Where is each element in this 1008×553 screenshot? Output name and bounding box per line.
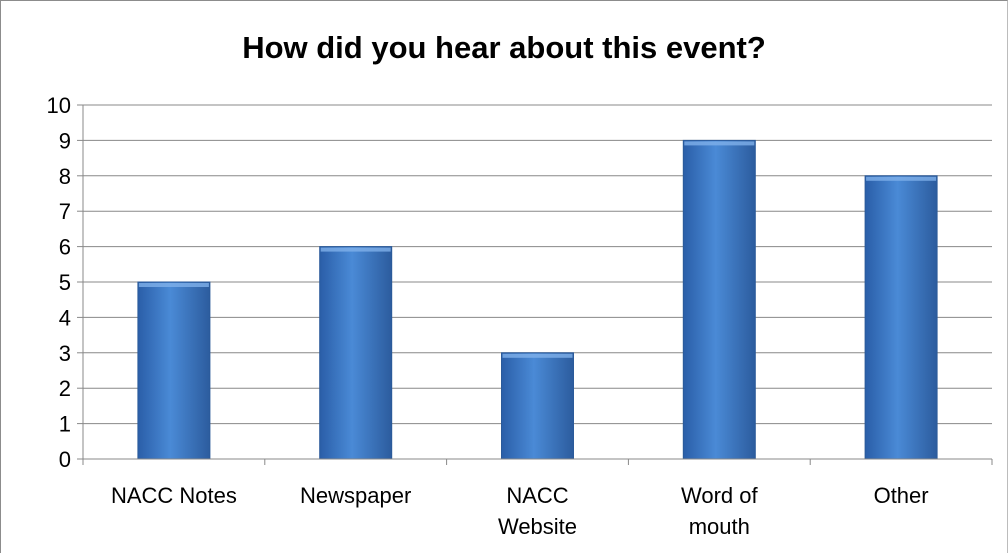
x-tick-label: Other (874, 483, 929, 508)
bar (501, 352, 574, 460)
y-tick-label: 7 (59, 199, 71, 224)
y-tick-label: 2 (59, 376, 71, 401)
bar (137, 281, 211, 460)
bar (864, 175, 938, 460)
x-tick-label: Word of mouth (681, 483, 759, 539)
bar-highlight (684, 141, 755, 146)
bar-highlight (866, 176, 937, 181)
bar (319, 246, 393, 460)
bar-highlight (320, 247, 391, 252)
y-tick-label: 5 (59, 270, 71, 295)
chart-title: How did you hear about this event? (242, 30, 766, 65)
bar-highlight (138, 283, 209, 287)
y-tick-label: 6 (59, 235, 71, 260)
x-tick-label: NACC Notes (111, 483, 237, 508)
y-tick-label: 1 (59, 412, 71, 437)
bar (682, 139, 756, 460)
y-tick-label: 9 (59, 128, 71, 153)
x-tick-label: NACC Website (498, 483, 577, 539)
y-tick-label: 0 (59, 447, 71, 472)
bar-highlight (502, 353, 573, 358)
y-tick-label: 3 (59, 341, 71, 366)
y-tick-label: 8 (59, 164, 71, 189)
y-tick-label: 4 (59, 305, 71, 330)
y-tick-label: 10 (47, 93, 71, 118)
x-tick-label: Newspaper (300, 483, 411, 508)
